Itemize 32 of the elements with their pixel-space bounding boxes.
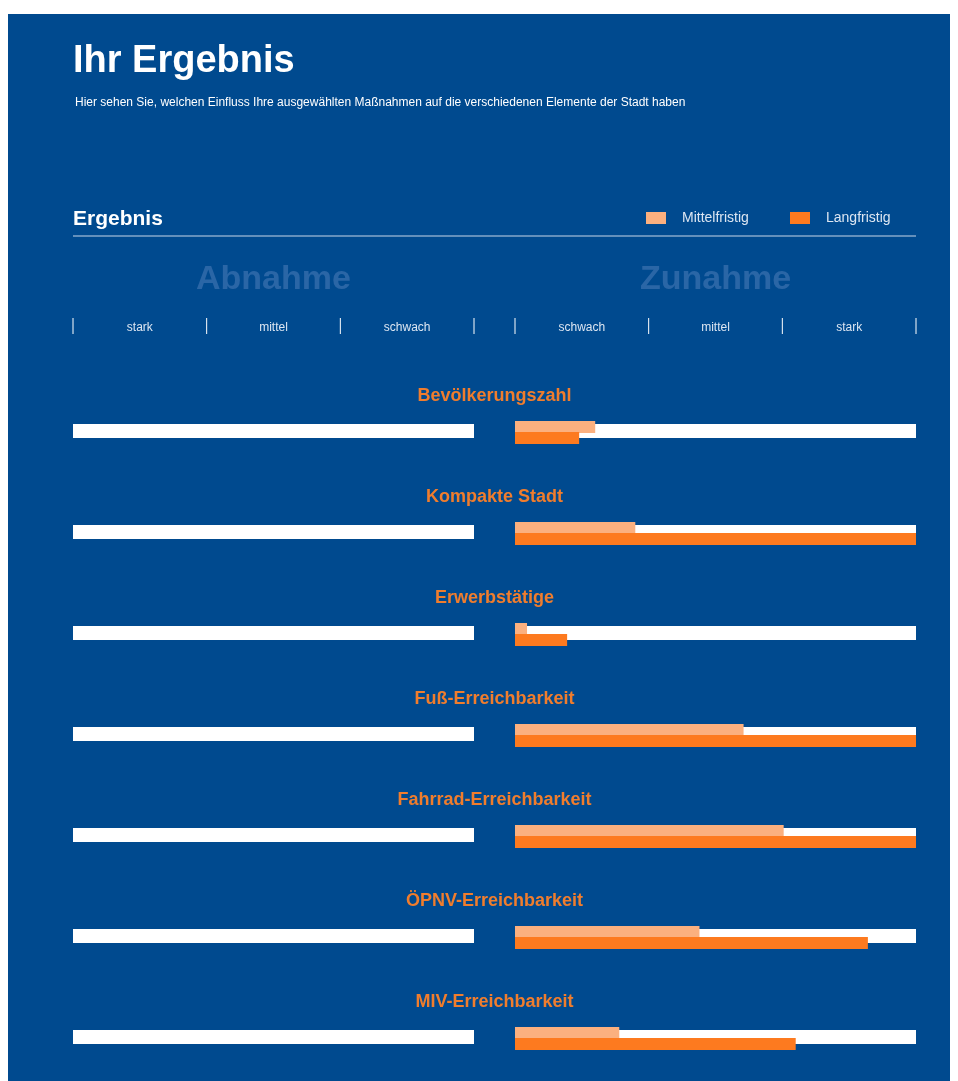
y-tick-label: MIV-Erreichbarkeit — [415, 990, 574, 1011]
bar — [515, 432, 580, 444]
bar — [515, 1027, 620, 1039]
y-tick-label: Kompakte Stadt — [425, 485, 564, 506]
bar — [515, 836, 916, 848]
text: Hier sehen Sie, welchen Einfluss Ihre ausgewählten Maßnahmen auf die verschiedenen Elemente der Stadt haben — [75, 95, 686, 109]
bar — [515, 522, 636, 534]
text: Ihr Ergebnis — [73, 38, 295, 80]
text: schwach — [383, 320, 431, 335]
y-tick-label: Bevölkerungszahl — [417, 384, 572, 405]
y-tick-label: Erwerbstätige — [434, 586, 555, 607]
bar — [515, 825, 784, 837]
y-tick-label: Fahrrad-Erreichbarkeit — [397, 788, 592, 809]
text: mittel — [259, 320, 288, 335]
text: mittel — [701, 320, 730, 335]
bar — [515, 533, 916, 545]
bar — [515, 623, 528, 635]
y-tick-label: ÖPNV-Erreichbarkeit — [405, 889, 584, 910]
bar — [515, 724, 744, 736]
text: schwach — [558, 320, 606, 335]
bar — [515, 634, 568, 646]
bar — [515, 735, 916, 747]
bar — [515, 937, 868, 949]
bar — [515, 926, 700, 938]
legend-label: Langfristig — [826, 208, 891, 225]
legend-label: Mittelfristig — [682, 208, 749, 225]
text: stark — [126, 320, 154, 335]
bar — [515, 421, 596, 433]
y-tick-label: Fuß-Erreichbarkeit — [414, 687, 575, 708]
text: Ergebnis — [73, 206, 163, 229]
text: stark — [836, 320, 864, 335]
bar — [515, 1038, 796, 1050]
